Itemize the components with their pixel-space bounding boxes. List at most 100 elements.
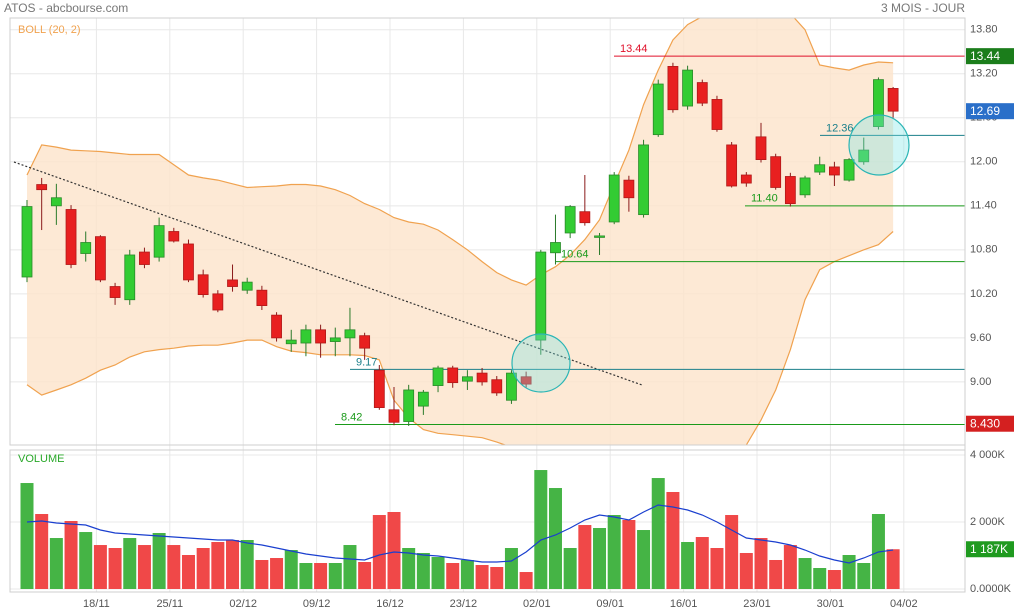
volume-bar — [813, 567, 827, 589]
candle-body — [608, 174, 620, 223]
candle-body — [271, 314, 282, 339]
x-tick-label: 09/01 — [596, 598, 624, 610]
volume-bar — [181, 555, 195, 589]
volume-bar — [637, 530, 651, 589]
volume-bar — [534, 470, 548, 589]
volume-bar — [196, 548, 210, 589]
volume-bar — [798, 558, 812, 589]
volume-bar — [460, 559, 474, 589]
x-tick-label: 04/02 — [890, 598, 918, 610]
volume-bar — [49, 538, 63, 589]
x-tick-label: 30/01 — [817, 598, 845, 610]
candle-body — [50, 197, 62, 207]
level-label: 9.17 — [356, 356, 377, 368]
x-tick-label: 02/01 — [523, 598, 551, 610]
candle-body — [667, 66, 679, 111]
candle-body — [153, 225, 165, 258]
volume-bar — [431, 557, 445, 589]
candle-body — [491, 379, 503, 394]
candle-body — [814, 164, 826, 173]
y-tick-label: 11.40 — [970, 200, 997, 212]
y-tick-label: 4 000K — [970, 449, 1006, 461]
level-label: 11.40 — [751, 193, 778, 205]
volume-bar — [622, 520, 636, 589]
candle-body — [755, 136, 767, 160]
volume-bar — [446, 563, 460, 589]
volume-average — [26, 504, 894, 564]
candle-body — [36, 184, 48, 191]
candle-body — [124, 254, 136, 301]
x-tick-label: 23/12 — [450, 598, 478, 610]
volume-bar — [402, 548, 416, 589]
candle-body — [696, 82, 708, 104]
y-tick-label: 9.60 — [970, 332, 991, 344]
candle-body — [344, 329, 356, 339]
x-tick-label: 02/12 — [229, 598, 257, 610]
volume-bar — [387, 511, 401, 589]
axes: 18/11 25/11 02/12 09/12 16/12 23/12 02/01 09/01… — [83, 18, 1014, 610]
volume-bar — [563, 548, 577, 589]
candle-body — [139, 251, 150, 265]
volume-bar — [548, 488, 562, 589]
candle-body — [95, 236, 106, 281]
level-label: 12.36 — [826, 122, 854, 134]
y-tick-label: 13.80 — [970, 24, 998, 36]
candle-body — [550, 242, 561, 254]
band-fill — [27, 18, 894, 445]
volume-title: VOLUME — [18, 453, 64, 465]
volume-bar — [842, 555, 856, 589]
plot — [20, 62, 900, 589]
volume-bar — [240, 539, 254, 589]
volume-bar — [226, 539, 240, 589]
candle-body — [329, 337, 341, 342]
candle-body — [388, 409, 400, 423]
candle-body — [447, 367, 459, 384]
level-label: 8.42 — [341, 411, 362, 423]
candle-body — [638, 144, 649, 216]
x-tick-label: 18/11 — [83, 598, 110, 610]
volume-bar — [270, 558, 284, 589]
volume-bar — [123, 538, 137, 589]
candle-body — [535, 251, 547, 341]
bollinger — [26, 18, 894, 445]
level-label: 13.44 — [620, 43, 648, 55]
candle-body — [212, 293, 224, 311]
candle-body — [315, 329, 327, 344]
value-badge-label: 12.69 — [970, 104, 1000, 118]
volume-bar — [211, 542, 225, 589]
x-tick-label: 23/01 — [743, 598, 771, 610]
candle-body — [183, 243, 194, 281]
volume-bar — [35, 514, 49, 589]
volume-bar — [754, 538, 768, 589]
volume-bar — [739, 552, 753, 589]
candle-body — [461, 376, 473, 382]
candle-body — [829, 166, 840, 176]
volume-bar — [108, 548, 122, 589]
source-title: ATOS - abcbourse.com — [4, 1, 128, 15]
candle-body — [417, 391, 429, 407]
candle-body — [740, 174, 752, 184]
volume-bar — [578, 525, 592, 589]
candle-body — [21, 206, 33, 278]
candle-body — [799, 177, 811, 196]
period-label: 3 MOIS - JOUR — [881, 1, 965, 15]
volume-bar — [64, 521, 78, 589]
volume-bar — [607, 515, 621, 589]
candle-body — [564, 206, 576, 234]
candle-body — [594, 235, 605, 238]
candle-body — [506, 372, 517, 401]
volume-bar — [519, 572, 533, 589]
volume-bar — [593, 528, 607, 589]
volume-bar — [20, 483, 34, 589]
x-tick-label: 16/12 — [376, 598, 404, 610]
volume-bar — [769, 559, 783, 589]
candle-body — [873, 79, 884, 127]
band-line — [26, 231, 894, 445]
candle-body — [784, 176, 796, 205]
volume-bar — [328, 563, 342, 589]
volume-bar — [666, 492, 680, 589]
volume-bar — [490, 566, 504, 589]
volume-bar — [372, 515, 386, 589]
volume-bar — [695, 537, 709, 589]
